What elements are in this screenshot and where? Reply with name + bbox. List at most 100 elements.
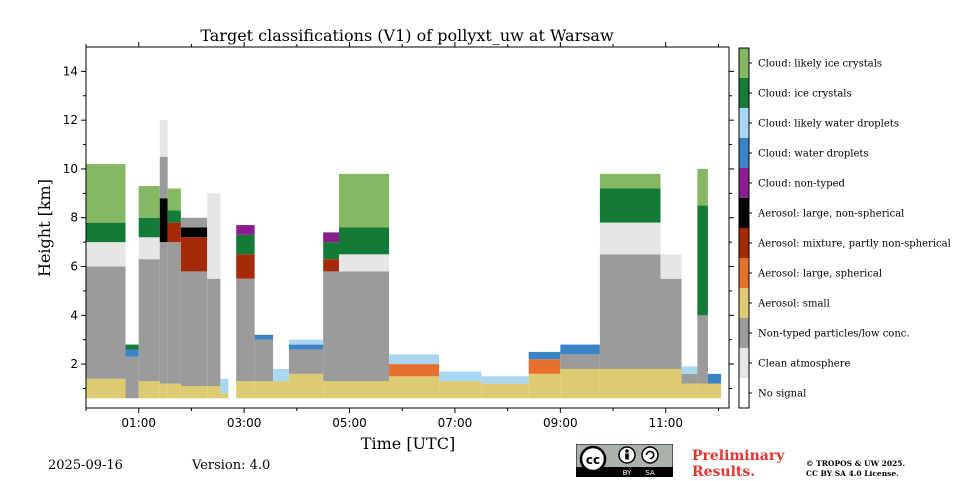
class-cell (338, 271, 390, 382)
class-cell (273, 368, 289, 382)
class-cell (159, 120, 168, 157)
colorbar-label: Cloud: water droplets (758, 149, 869, 160)
class-cell (697, 315, 708, 384)
class-cell (159, 242, 168, 384)
class-cell (254, 381, 274, 399)
class-cell (560, 354, 600, 369)
class-cell (288, 344, 324, 350)
class-cell (681, 366, 698, 374)
class-cell (180, 386, 208, 399)
class-cell (439, 381, 482, 399)
class-cell (707, 383, 722, 399)
y-tick-label: 4 (70, 308, 78, 322)
class-cell (207, 278, 221, 387)
cc-icon (579, 445, 607, 473)
class-cell (207, 193, 221, 279)
class-cell (236, 225, 255, 235)
sa-label: SA (645, 469, 655, 477)
colorbar-swatch (739, 78, 749, 108)
class-cell (323, 232, 339, 243)
class-cell (338, 227, 390, 255)
class-cell (180, 227, 208, 238)
class-cell (220, 378, 229, 394)
class-cell (86, 266, 126, 379)
y-tick-label: 6 (70, 260, 78, 274)
class-cell (159, 383, 168, 399)
class-cell (389, 376, 440, 399)
class-cell (86, 378, 126, 399)
plot-frame (85, 46, 730, 409)
class-cell (159, 156, 168, 199)
class-cell (660, 368, 682, 399)
class-cell (125, 349, 139, 357)
colorbar-label: Aerosol: large, spherical (757, 269, 882, 280)
y-axis-label: Height [km] (35, 179, 54, 277)
class-cell (167, 242, 181, 384)
x-tick-label: 01:00 (121, 416, 156, 430)
colorbar-legend: No signal Clean atmosphere Non-typed parti… (738, 47, 951, 409)
class-cell (389, 354, 440, 365)
class-cell (288, 373, 324, 399)
x-axis: 01:00 03:00 05:00 07:00 09:00 11:00 (85, 42, 719, 430)
x-tick-label: 11:00 (648, 416, 683, 430)
class-cell (167, 222, 181, 243)
class-cell (338, 173, 390, 228)
colorbar-swatch (739, 108, 749, 138)
class-cell (599, 188, 661, 223)
sa-icon (641, 446, 659, 464)
class-cell (681, 373, 698, 384)
class-cell (288, 349, 324, 374)
x-tick-label: 09:00 (543, 416, 578, 430)
class-cell (338, 254, 390, 272)
class-cell (707, 373, 722, 384)
class-cell (697, 205, 708, 316)
cc-license-badge: cc BY SA (575, 443, 674, 478)
class-cell (697, 383, 708, 399)
class-cell (236, 381, 255, 399)
by-label: BY (623, 469, 632, 477)
colorbar-frame (738, 47, 750, 409)
cc-icon-text: cc (586, 453, 600, 467)
class-cell (125, 356, 139, 399)
class-cell (254, 334, 274, 340)
colorbar-label: Aerosol: small (757, 299, 830, 310)
class-cell (138, 381, 160, 399)
class-cell (236, 278, 255, 382)
class-cell (167, 188, 181, 211)
colorbar-label: Clean atmosphere (758, 359, 851, 370)
colorbar-swatch (739, 348, 749, 378)
colorbar-swatch (739, 48, 749, 78)
class-cell (180, 271, 208, 387)
class-cell (338, 381, 390, 399)
colorbar-swatch (739, 168, 749, 198)
colorbar-label: Cloud: likely ice crystals (758, 59, 882, 70)
version-label: Version: 4.0 (192, 458, 271, 473)
class-cell (180, 237, 208, 272)
colorbar-swatch (739, 138, 749, 168)
colorbar-swatch (739, 258, 749, 288)
copyright-line2: CC BY SA 4.0 License. (806, 469, 899, 478)
y-axis: 2 4 6 8 10 12 14 (63, 64, 734, 389)
class-cell (273, 381, 289, 399)
colorbar-swatch (739, 378, 749, 408)
class-cell (167, 383, 181, 399)
x-tick-label: 07:00 (438, 416, 473, 430)
class-cell (389, 364, 440, 377)
class-cell (86, 242, 126, 267)
class-cell (138, 217, 160, 238)
colorbar-label: Cloud: ice crystals (758, 89, 852, 100)
x-axis-label: Time [UTC] (361, 434, 455, 453)
y-tick-label: 14 (63, 64, 78, 78)
colorbar-label: Cloud: non-typed (758, 179, 846, 190)
class-cell (207, 386, 221, 399)
class-cell (159, 198, 168, 243)
class-cell (323, 242, 339, 260)
y-tick-label: 10 (63, 162, 78, 176)
class-cell (288, 339, 324, 345)
class-cell (236, 234, 255, 255)
class-cell (236, 254, 255, 279)
y-tick-label: 12 (63, 113, 78, 127)
copyright-line1: © TROPOS & UW 2025. (806, 459, 906, 468)
class-cell (599, 222, 661, 255)
